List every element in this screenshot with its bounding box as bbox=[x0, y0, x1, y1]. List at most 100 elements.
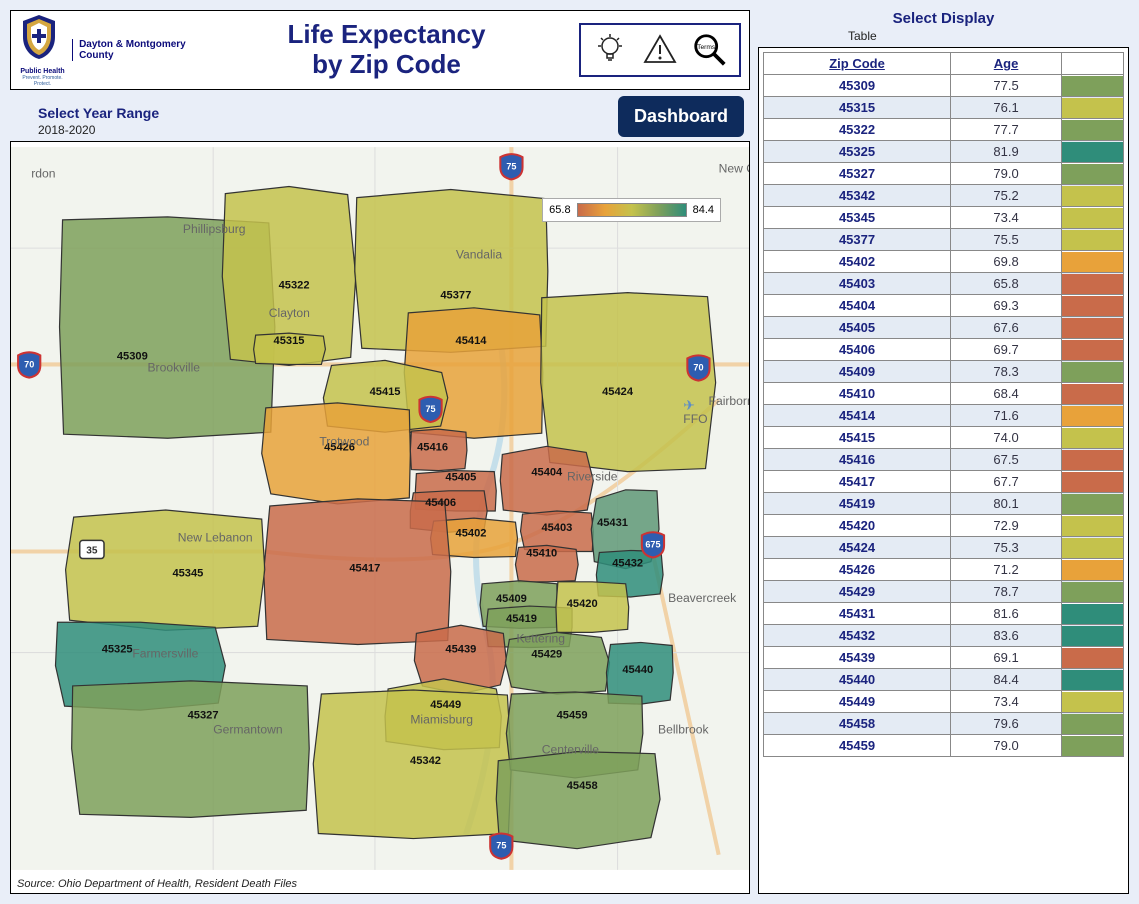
cell-color bbox=[1062, 317, 1124, 339]
table-row[interactable]: 4531576.1 bbox=[764, 97, 1124, 119]
table-row[interactable]: 4542671.2 bbox=[764, 559, 1124, 581]
table-row[interactable]: 4543969.1 bbox=[764, 647, 1124, 669]
table-row[interactable]: 4541667.5 bbox=[764, 449, 1124, 471]
table-row[interactable]: 4543283.6 bbox=[764, 625, 1124, 647]
search-icon[interactable]: Terms bbox=[691, 31, 729, 69]
zip-label: 45459 bbox=[557, 709, 588, 721]
cell-color bbox=[1062, 119, 1124, 141]
zip-region-45426[interactable] bbox=[262, 403, 411, 504]
table-row[interactable]: 4544973.4 bbox=[764, 691, 1124, 713]
cell-age: 67.6 bbox=[951, 317, 1062, 339]
table-row[interactable]: 4532581.9 bbox=[764, 141, 1124, 163]
svg-text:70: 70 bbox=[24, 359, 34, 369]
cell-zip: 45405 bbox=[764, 317, 951, 339]
table-row[interactable]: 4542475.3 bbox=[764, 537, 1124, 559]
cell-color bbox=[1062, 735, 1124, 757]
cell-age: 67.5 bbox=[951, 449, 1062, 471]
table-row[interactable]: 4541068.4 bbox=[764, 383, 1124, 405]
cell-zip: 45459 bbox=[764, 735, 951, 757]
svg-text:75: 75 bbox=[506, 161, 516, 171]
cell-zip: 45342 bbox=[764, 185, 951, 207]
cell-zip: 45414 bbox=[764, 405, 951, 427]
table-row[interactable]: 4540978.3 bbox=[764, 361, 1124, 383]
table-row[interactable]: 4545879.6 bbox=[764, 713, 1124, 735]
cell-zip: 45409 bbox=[764, 361, 951, 383]
cell-zip: 45416 bbox=[764, 449, 951, 471]
table-row[interactable]: 4540567.6 bbox=[764, 317, 1124, 339]
cell-age: 77.7 bbox=[951, 119, 1062, 141]
cell-zip: 45309 bbox=[764, 75, 951, 97]
header-card: Public Health Prevent. Promote. Protect.… bbox=[10, 10, 750, 90]
legend-gradient bbox=[577, 203, 687, 217]
cell-color bbox=[1062, 273, 1124, 295]
zip-label: 45315 bbox=[274, 335, 305, 347]
zip-label: 45429 bbox=[531, 649, 562, 661]
city-label: Miamisburg bbox=[410, 712, 473, 726]
logo-tagline: Prevent. Promote. Protect. bbox=[19, 75, 66, 87]
table-row[interactable]: 4545979.0 bbox=[764, 735, 1124, 757]
cell-color bbox=[1062, 625, 1124, 647]
cell-age: 81.9 bbox=[951, 141, 1062, 163]
year-selector[interactable]: Select Year Range 2018-2020 bbox=[38, 105, 159, 137]
table-row[interactable]: 4541980.1 bbox=[764, 493, 1124, 515]
title-line2: by Zip Code bbox=[312, 49, 461, 79]
zip-label: 45414 bbox=[456, 335, 488, 347]
table-row[interactable]: 4540365.8 bbox=[764, 273, 1124, 295]
table-row[interactable]: 4540469.3 bbox=[764, 295, 1124, 317]
table-row[interactable]: 4544084.4 bbox=[764, 669, 1124, 691]
col-age[interactable]: Age bbox=[951, 53, 1062, 75]
display-selector[interactable]: Table bbox=[758, 29, 1129, 43]
highway-shield: 675 bbox=[642, 532, 664, 557]
table-row[interactable]: 4541767.7 bbox=[764, 471, 1124, 493]
logo-title: Public Health bbox=[19, 68, 66, 75]
svg-text:75: 75 bbox=[496, 841, 506, 851]
zip-region-45327[interactable] bbox=[72, 681, 310, 817]
cell-age: 78.7 bbox=[951, 581, 1062, 603]
zip-label: 45439 bbox=[445, 644, 476, 656]
table-row[interactable]: 4540269.8 bbox=[764, 251, 1124, 273]
col-zip[interactable]: Zip Code bbox=[764, 53, 951, 75]
cell-color bbox=[1062, 75, 1124, 97]
zip-label: 45404 bbox=[531, 467, 563, 479]
cell-color bbox=[1062, 471, 1124, 493]
table-row[interactable]: 4541574.0 bbox=[764, 427, 1124, 449]
cell-zip: 45327 bbox=[764, 163, 951, 185]
logo-side-text: Dayton & Montgomery County bbox=[72, 39, 194, 61]
table-row[interactable]: 4542072.9 bbox=[764, 515, 1124, 537]
cell-color bbox=[1062, 669, 1124, 691]
table-row[interactable]: 4543181.6 bbox=[764, 603, 1124, 625]
table-row[interactable]: 4542978.7 bbox=[764, 581, 1124, 603]
table-row[interactable]: 4534275.2 bbox=[764, 185, 1124, 207]
cell-zip: 45417 bbox=[764, 471, 951, 493]
city-label: New Lebanon bbox=[178, 530, 253, 544]
table-row[interactable]: 4534573.4 bbox=[764, 207, 1124, 229]
zip-label: 45440 bbox=[622, 664, 653, 676]
choropleth-map[interactable]: 4530945322453154537745414454154542445426… bbox=[11, 142, 749, 875]
table-row[interactable]: 4541471.6 bbox=[764, 405, 1124, 427]
zip-label: 45345 bbox=[172, 568, 203, 580]
table-row[interactable]: 4540669.7 bbox=[764, 339, 1124, 361]
table-row[interactable]: 4530977.5 bbox=[764, 75, 1124, 97]
cell-zip: 45406 bbox=[764, 339, 951, 361]
zip-label: 45416 bbox=[417, 441, 448, 453]
cell-zip: 45410 bbox=[764, 383, 951, 405]
zip-region-45424[interactable] bbox=[541, 293, 716, 472]
zip-region-45345[interactable] bbox=[66, 510, 265, 630]
table-row[interactable]: 4532277.7 bbox=[764, 119, 1124, 141]
zip-region-45458[interactable] bbox=[496, 752, 660, 849]
city-label: Bellbrook bbox=[658, 722, 709, 736]
cell-zip: 45439 bbox=[764, 647, 951, 669]
zip-label: 45415 bbox=[370, 386, 401, 398]
dashboard-button[interactable]: Dashboard bbox=[618, 96, 744, 137]
alert-icon[interactable] bbox=[641, 31, 679, 69]
table-row[interactable]: 4537775.5 bbox=[764, 229, 1124, 251]
zip-label: 45377 bbox=[440, 290, 471, 302]
data-table-wrap: Zip CodeAge 4530977.54531576.14532277.74… bbox=[758, 47, 1129, 894]
tips-icon[interactable] bbox=[591, 31, 629, 69]
cell-zip: 45402 bbox=[764, 251, 951, 273]
svg-text:70: 70 bbox=[693, 363, 703, 373]
cell-age: 84.4 bbox=[951, 669, 1062, 691]
cell-age: 69.1 bbox=[951, 647, 1062, 669]
cell-color bbox=[1062, 559, 1124, 581]
table-row[interactable]: 4532779.0 bbox=[764, 163, 1124, 185]
